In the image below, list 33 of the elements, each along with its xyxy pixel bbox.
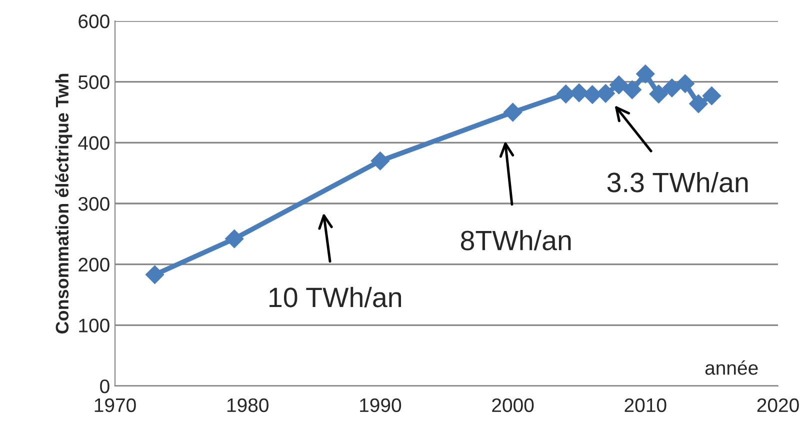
point <box>649 84 668 104</box>
point <box>556 84 576 104</box>
y-tick-label: 0 <box>100 379 110 394</box>
x-axis-title: année <box>705 360 758 375</box>
point <box>689 94 708 114</box>
y-axis-title: Consommation éléctrique Twh <box>55 74 72 334</box>
point <box>596 84 615 103</box>
y-tick-label: 300 <box>78 196 110 211</box>
point <box>610 76 628 94</box>
point <box>370 152 390 170</box>
x-tick-label: 2000 <box>492 398 534 412</box>
point <box>570 83 588 102</box>
x-tick-label: 1990 <box>360 398 402 412</box>
point <box>145 265 164 284</box>
annotation: 8TWh/an <box>460 230 571 250</box>
x-tick-label: 2010 <box>624 398 666 412</box>
point <box>636 64 655 84</box>
y-tick-label: 600 <box>78 14 110 28</box>
point <box>702 86 722 106</box>
point <box>224 229 244 248</box>
y-tick-label: 500 <box>78 75 110 90</box>
point <box>662 78 682 98</box>
point <box>503 102 522 122</box>
x-tick-label: 1970 <box>94 398 136 412</box>
annotation: 10 TWh/an <box>270 286 402 308</box>
x-tick-label: 2020 <box>757 398 799 412</box>
y-tick-label: 200 <box>78 258 110 272</box>
y-tick-label: 400 <box>78 136 110 150</box>
point <box>622 80 642 100</box>
x-tick-label: 1980 <box>227 398 268 412</box>
y-tick-label: 100 <box>79 318 110 332</box>
point <box>676 74 695 94</box>
annotation: 3.3 TWh/an <box>607 172 748 192</box>
